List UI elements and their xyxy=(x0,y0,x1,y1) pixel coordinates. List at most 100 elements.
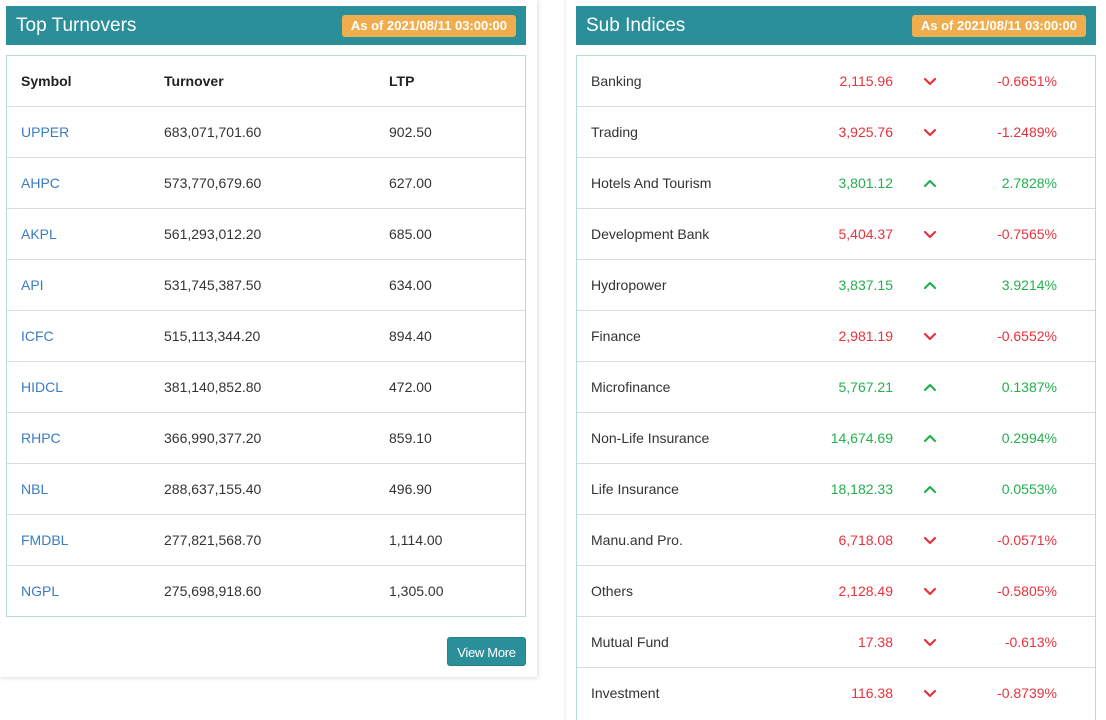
sub-index-change: -0.6651% xyxy=(997,73,1057,89)
ltp-value: 902.50 xyxy=(389,124,432,140)
chevron-down-icon xyxy=(923,635,937,649)
sub-index-value: 3,801.12 xyxy=(838,175,894,191)
sub-index-value: 2,981.19 xyxy=(838,328,894,344)
symbol-link[interactable]: API xyxy=(21,277,44,293)
ltp-value: 496.90 xyxy=(389,481,432,497)
table-row[interactable]: AKPL 561,293,012.20 685.00 xyxy=(7,209,525,260)
chevron-down-icon xyxy=(923,227,937,241)
sub-index-value: 6,718.08 xyxy=(838,532,894,548)
ltp-value: 1,114.00 xyxy=(389,532,443,548)
table-row[interactable]: ICFC 515,113,344.20 894.40 xyxy=(7,311,525,362)
chevron-down-icon xyxy=(923,329,937,343)
sub-index-value: 17.38 xyxy=(857,634,893,650)
sub-index-change: -0.7565% xyxy=(997,226,1057,242)
turnover-value: 561,293,012.20 xyxy=(164,226,262,242)
table-row[interactable]: NBL 288,637,155.40 496.90 xyxy=(7,464,525,515)
turnover-value: 288,637,155.40 xyxy=(164,481,262,497)
ltp-value: 634.00 xyxy=(389,277,432,293)
sub-index-value: 2,128.49 xyxy=(838,583,894,599)
ltp-value: 894.40 xyxy=(389,328,432,344)
chevron-down-icon xyxy=(923,74,937,88)
top-turnovers-header: Top Turnovers As of 2021/08/11 03:00:00 xyxy=(6,6,526,45)
sub-index-row: Investment 116.38 -0.8739% xyxy=(577,668,1095,719)
symbol-link[interactable]: RHPC xyxy=(21,430,61,446)
sub-index-name: Development Bank xyxy=(591,226,710,242)
column-header-turnover: Turnover xyxy=(164,73,224,89)
sub-index-change: 3.9214% xyxy=(1001,277,1057,293)
sub-index-name: Trading xyxy=(591,124,638,140)
sub-index-value: 116.38 xyxy=(851,685,893,701)
sub-index-change: 0.1387% xyxy=(1001,379,1057,395)
sub-index-row: Trading 3,925.76 -1.2489% xyxy=(577,107,1095,158)
sub-index-change: -1.2489% xyxy=(997,124,1057,140)
sub-index-name: Hotels And Tourism xyxy=(591,175,712,191)
table-row[interactable]: NGPL 275,698,918.60 1,305.00 xyxy=(7,566,525,617)
symbol-link[interactable]: AKPL xyxy=(21,226,57,242)
symbol-link[interactable]: FMDBL xyxy=(21,532,69,548)
chevron-up-icon xyxy=(923,176,937,190)
table-row[interactable]: FMDBL 277,821,568.70 1,114.00 xyxy=(7,515,525,566)
as-of-badge: As of 2021/08/11 03:00:00 xyxy=(341,15,516,37)
turnover-value: 683,071,701.60 xyxy=(164,124,262,140)
top-turnovers-table: Symbol Turnover LTP UPPER 683,071,701.60 9… xyxy=(6,55,526,617)
symbol-link[interactable]: ICFC xyxy=(21,328,54,344)
sub-index-name: Manu.and Pro. xyxy=(591,532,683,548)
table-row[interactable]: HIDCL 381,140,852.80 472.00 xyxy=(7,362,525,413)
column-header-symbol: Symbol xyxy=(21,73,72,89)
sub-index-change: -0.6552% xyxy=(997,328,1057,344)
sub-index-row: Non-Life Insurance 14,674.69 0.2994% xyxy=(577,413,1095,464)
turnover-value: 381,140,852.80 xyxy=(164,379,262,395)
turnover-value: 366,990,377.20 xyxy=(164,430,262,446)
as-of-badge: As of 2021/08/11 03:00:00 xyxy=(911,15,1086,37)
ltp-value: 627.00 xyxy=(389,175,432,191)
symbol-link[interactable]: NBL xyxy=(21,481,49,497)
sub-index-value: 3,925.76 xyxy=(838,124,894,140)
sub-indices-panel: Sub Indices As of 2021/08/11 03:00:00 Ba… xyxy=(566,0,1106,720)
sub-index-row: Hotels And Tourism 3,801.12 2.7828% xyxy=(577,158,1095,209)
sub-index-change: 0.2994% xyxy=(1001,430,1057,446)
table-row[interactable]: UPPER 683,071,701.60 902.50 xyxy=(7,107,525,158)
sub-index-row: Mutual Fund 17.38 -0.613% xyxy=(577,617,1095,668)
turnover-value: 515,113,344.20 xyxy=(164,328,261,344)
sub-index-change: 0.0553% xyxy=(1001,481,1057,497)
view-more-button[interactable]: View More xyxy=(447,637,526,666)
symbol-link[interactable]: AHPC xyxy=(21,175,60,191)
sub-index-name: Finance xyxy=(591,328,641,344)
sub-index-name: Microfinance xyxy=(591,379,671,395)
chevron-down-icon xyxy=(923,533,937,547)
turnover-value: 277,821,568.70 xyxy=(164,532,262,548)
chevron-up-icon xyxy=(923,431,937,445)
sub-index-change: -0.8739% xyxy=(997,685,1057,701)
sub-index-row: Manu.and Pro. 6,718.08 -0.0571% xyxy=(577,515,1095,566)
symbol-link[interactable]: UPPER xyxy=(21,124,70,140)
sub-index-value: 18,182.33 xyxy=(830,481,893,497)
symbol-link[interactable]: HIDCL xyxy=(21,379,64,395)
sub-index-name: Hydropower xyxy=(591,277,667,293)
table-row[interactable]: API 531,745,387.50 634.00 xyxy=(7,260,525,311)
sub-index-change: -0.0571% xyxy=(997,532,1057,548)
ltp-value: 685.00 xyxy=(389,226,432,242)
table-row[interactable]: AHPC 573,770,679.60 627.00 xyxy=(7,158,525,209)
sub-index-row: Microfinance 5,767.21 0.1387% xyxy=(577,362,1095,413)
table-header-row: Symbol Turnover LTP xyxy=(7,56,525,107)
sub-indices-header: Sub Indices As of 2021/08/11 03:00:00 xyxy=(576,6,1096,45)
table-row[interactable]: RHPC 366,990,377.20 859.10 xyxy=(7,413,525,464)
sub-index-name: Others xyxy=(591,583,634,599)
ltp-value: 1,305.00 xyxy=(389,583,444,599)
sub-index-row: Banking 2,115.96 -0.6651% xyxy=(577,56,1095,107)
turnover-value: 531,745,387.50 xyxy=(164,277,262,293)
sub-index-change: -0.5805% xyxy=(997,583,1057,599)
chevron-up-icon xyxy=(923,278,937,292)
sub-index-value: 2,115.96 xyxy=(839,73,893,89)
chevron-down-icon xyxy=(923,686,937,700)
sub-index-change: 2.7828% xyxy=(1001,175,1057,191)
sub-index-row: Hydropower 3,837.15 3.9214% xyxy=(577,260,1095,311)
chevron-up-icon xyxy=(923,482,937,496)
sub-index-row: Development Bank 5,404.37 -0.7565% xyxy=(577,209,1095,260)
chevron-down-icon xyxy=(923,125,937,139)
sub-index-name: Investment xyxy=(591,685,660,701)
sub-index-value: 5,404.37 xyxy=(838,226,894,242)
ltp-value: 472.00 xyxy=(389,379,432,395)
sub-index-row: Others 2,128.49 -0.5805% xyxy=(577,566,1095,617)
symbol-link[interactable]: NGPL xyxy=(21,583,60,599)
